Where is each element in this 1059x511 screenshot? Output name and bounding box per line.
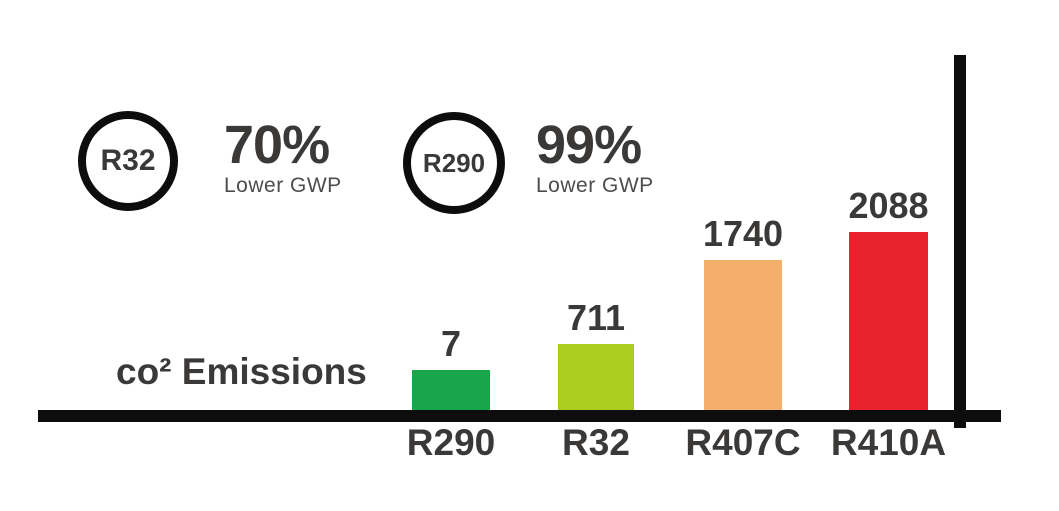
bar-r290 [412,370,490,410]
r32-percent-value: 70% [224,115,330,175]
r32-circle-label: R32 [100,144,156,177]
bar-column-r407c: 1740 [702,213,784,410]
bar-r32 [558,344,634,410]
category-label-r407c: R407C [685,422,801,463]
bar-value-label: 711 [566,297,626,338]
bar-r410a [849,232,928,410]
bar-column-r290: 7 [412,326,490,410]
x-axis-line [38,410,1001,422]
bar-column-r32: 711 [558,300,634,410]
bar-value-label: 7 [440,323,462,364]
bar-value-label: 2088 [848,185,929,226]
r290-percent-value: 99% [536,115,642,175]
bar-r407c [704,260,782,410]
r290-circle-badge: R290 [403,112,505,214]
bar-column-r410a: 2088 [848,185,929,410]
category-label-r410a: R410A [830,422,947,463]
r32-gwp-stat: 70% Lower GWP [224,115,342,198]
chart-title: co² Emissions [116,351,367,392]
bar-value-label: 1740 [702,213,784,254]
r290-circle-label: R290 [422,147,486,178]
r32-circle-badge: R32 [78,111,178,211]
r290-percent-caption: Lower GWP [536,174,654,198]
y-axis-line [954,55,966,428]
category-label-r32: R32 [562,422,630,463]
category-label-r290: R290 [406,422,496,463]
r290-gwp-stat: 99% Lower GWP [536,115,654,198]
r32-percent-caption: Lower GWP [224,174,342,198]
